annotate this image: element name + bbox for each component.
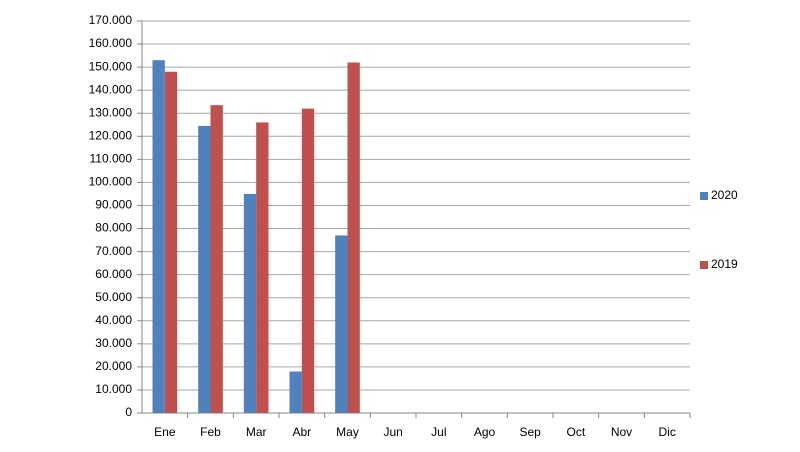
y-tick-label: 30.000 bbox=[95, 336, 132, 350]
y-tick-label: 100.000 bbox=[89, 175, 133, 189]
y-tick-label: 40.000 bbox=[95, 313, 132, 327]
bar bbox=[243, 193, 257, 413]
y-tick-label: 110.000 bbox=[90, 152, 133, 166]
y-tick-label: 130.000 bbox=[89, 105, 133, 119]
y-tick-label: 150.000 bbox=[89, 59, 133, 73]
x-tick-label: Jul bbox=[431, 425, 446, 439]
x-tick-label: Ene bbox=[154, 425, 176, 439]
x-tick-label: Mar bbox=[246, 425, 267, 439]
y-tick-label: 90.000 bbox=[95, 198, 132, 212]
bar bbox=[164, 71, 178, 414]
bar bbox=[210, 105, 223, 413]
legend-label: 2019 bbox=[711, 257, 738, 271]
bar bbox=[152, 60, 165, 413]
x-tick-label: Oct bbox=[566, 425, 585, 439]
y-tick-label: 20.000 bbox=[95, 359, 132, 373]
bar bbox=[198, 125, 211, 413]
y-tick-label: 140.000 bbox=[89, 82, 133, 96]
y-tick-label: 120.000 bbox=[89, 128, 133, 142]
x-tick-label: Sep bbox=[519, 425, 541, 439]
y-tick-label: 70.000 bbox=[95, 244, 132, 258]
y-tick-label: 60.000 bbox=[95, 267, 132, 281]
legend-label: 2020 bbox=[711, 188, 738, 202]
bar bbox=[256, 122, 269, 413]
bar bbox=[289, 371, 302, 413]
x-tick-label: Feb bbox=[200, 425, 221, 439]
x-tick-label: Jun bbox=[383, 425, 402, 439]
legend-swatch bbox=[700, 261, 708, 269]
x-tick-label: Dic bbox=[658, 425, 675, 439]
x-tick-label: Nov bbox=[611, 425, 632, 439]
y-tick-label: 10.000 bbox=[95, 382, 132, 396]
bar bbox=[335, 235, 348, 413]
x-tick-label: Abr bbox=[292, 425, 311, 439]
y-tick-label: 160.000 bbox=[89, 36, 133, 50]
x-tick-label: May bbox=[336, 425, 359, 439]
x-tick-label: Ago bbox=[474, 425, 496, 439]
legend-swatch bbox=[700, 192, 708, 200]
y-tick-label: 0 bbox=[125, 405, 132, 419]
bar bbox=[301, 108, 315, 413]
y-tick-label: 170.000 bbox=[89, 13, 133, 27]
y-tick-label: 80.000 bbox=[95, 221, 132, 235]
bar bbox=[347, 62, 360, 413]
y-tick-label: 50.000 bbox=[95, 290, 132, 304]
